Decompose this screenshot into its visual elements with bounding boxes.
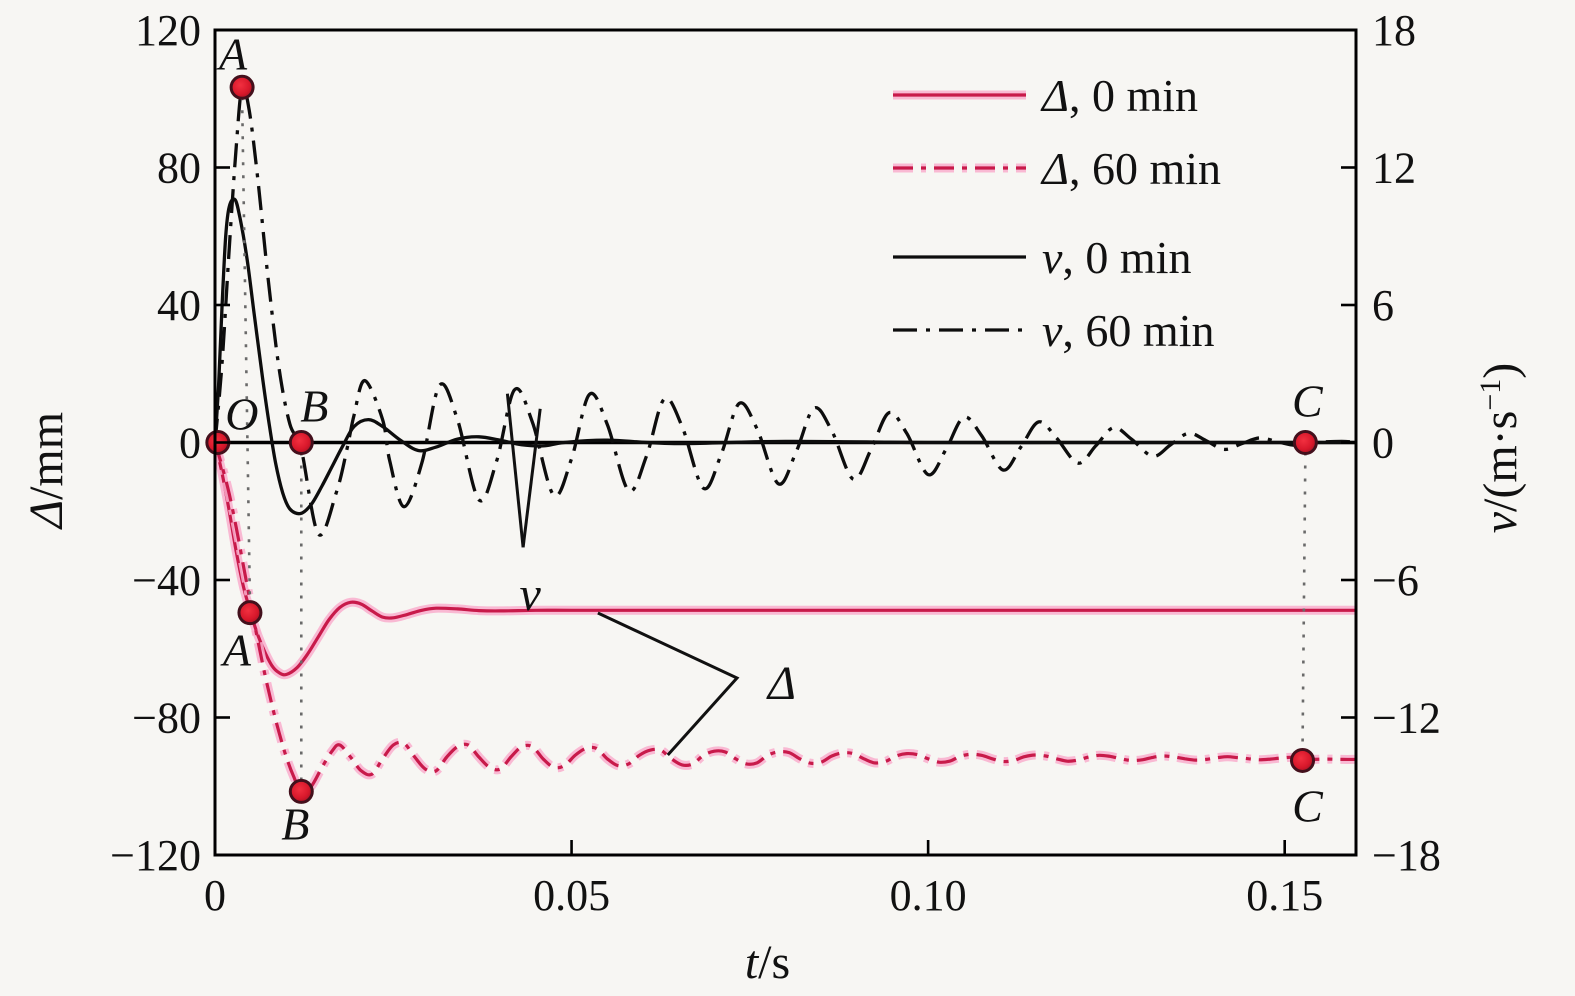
series-delta_60min [213, 442, 1357, 794]
left-tick-label--120-part: −120 [110, 831, 201, 880]
y-right-axis-title-part: ) [1474, 363, 1527, 379]
key-point-a-0 [229, 74, 255, 100]
legend-label-delta_60min-part: , 60 min [1069, 143, 1221, 194]
right-tick-label-18: 18 [1372, 6, 1416, 55]
series-v_60min [213, 84, 1357, 537]
key-point-label-c-6: C [1292, 780, 1324, 831]
right-tick-label-12: 12 [1372, 144, 1416, 193]
key-point-label-a-0: A [216, 28, 248, 79]
left-tick-label-40: 40 [157, 281, 201, 330]
x-tick-label-0.05-part: 0.05 [533, 871, 610, 920]
key-point-c-6 [1290, 747, 1316, 773]
callout-label-delta-part: Δ [766, 657, 796, 710]
y-left-axis-title-part: /mm [20, 412, 73, 500]
key-point-label-a-0-part: A [216, 28, 248, 79]
y-left-axis-title-part: Δ [20, 500, 73, 530]
callout-leader-v-1 [521, 408, 542, 548]
left-tick-label-0: 0 [179, 419, 201, 468]
callout-leader-v-0 [505, 393, 525, 548]
right-tick-label--6-part: −6 [1372, 556, 1419, 605]
right-tick-label-6-part: 6 [1372, 281, 1394, 330]
right-tick-label--6: −6 [1372, 556, 1419, 605]
right-tick-label--12: −12 [1372, 694, 1441, 743]
x-tick-label-0.1: 0.10 [890, 871, 967, 920]
legend-label-delta_60min-part: Δ [1040, 143, 1069, 194]
series-delta_0min [213, 442, 1356, 677]
callout-leader-Δ-0 [597, 611, 740, 757]
left-tick-label-120: 120 [135, 6, 201, 55]
left-tick-label-120-part: 120 [135, 6, 201, 55]
key-point-label-o-1-part: O [225, 389, 258, 440]
callout-label-v: v [520, 568, 542, 621]
x-axis-title-part: t [745, 936, 760, 989]
right-tick-label-0: 0 [1372, 419, 1394, 468]
key-point-c-3 [1292, 430, 1318, 455]
key-point-label-b-2: B [300, 381, 328, 432]
x-tick-label-0.1-part: 0.10 [890, 871, 967, 920]
y-right-axis-title: v/(m·s−1) [1474, 363, 1528, 534]
key-point-b-5 [288, 778, 314, 804]
legend-label-delta_60min: Δ, 60 min [1040, 143, 1221, 194]
key-point-label-b-2-part: B [300, 381, 328, 432]
connector-dotted-line-2 [1301, 452, 1307, 751]
key-point-label-c-6-part: C [1292, 780, 1324, 831]
left-tick-label--80-part: −80 [132, 694, 201, 743]
legend-label-v_60min: v, 60 min [1042, 305, 1214, 356]
key-point-label-b-5-part: B [281, 798, 309, 849]
left-tick-label--120: −120 [110, 831, 201, 880]
x-tick-label-0.15-part: 0.15 [1246, 871, 1323, 920]
callout-label-v-part: v [520, 568, 542, 621]
right-tick-label--18: −18 [1372, 831, 1441, 880]
right-tick-label--12-part: −12 [1372, 694, 1441, 743]
left-tick-label--40-part: −40 [132, 556, 201, 605]
left-tick-label-0-part: 0 [179, 419, 201, 468]
right-tick-label--18-part: −18 [1372, 831, 1441, 880]
key-point-label-a-4: A [220, 625, 252, 676]
key-point-label-c-3-part: C [1292, 376, 1324, 427]
x-tick-label-0.15: 0.15 [1246, 871, 1323, 920]
x-tick-label-0-part: 0 [204, 871, 226, 920]
x-tick-label-0.05: 0.05 [533, 871, 610, 920]
x-axis-title-part: /s [758, 936, 790, 989]
y-left-axis-title: Δ/mm [20, 412, 73, 530]
key-point-label-o-1: O [225, 389, 258, 440]
right-tick-label-18-part: 18 [1372, 6, 1416, 55]
key-point-label-c-3: C [1292, 376, 1324, 427]
key-point-a-4 [237, 600, 263, 626]
right-tick-label-12-part: 12 [1372, 144, 1416, 193]
left-tick-label-80: 80 [157, 144, 201, 193]
y-right-axis-title-part: /(m·s [1474, 411, 1527, 512]
left-tick-label-40-part: 40 [157, 281, 201, 330]
y-right-axis-title-part: v [1474, 511, 1527, 533]
legend-label-delta_0min: Δ, 0 min [1040, 70, 1198, 121]
legend-label-v_60min-part: , 60 min [1062, 305, 1214, 356]
legend-label-delta_0min-part: , 0 min [1069, 70, 1198, 121]
callout-label-delta: Δ [766, 657, 796, 710]
legend-label-v_0min-part: , 0 min [1062, 232, 1191, 283]
left-tick-label--40: −40 [132, 556, 201, 605]
key-point-b-2 [288, 430, 314, 455]
left-tick-label-80-part: 80 [157, 144, 201, 193]
series-v_0min [213, 197, 1356, 516]
legend-label-v_60min-part: v [1042, 305, 1063, 356]
right-tick-label-0-part: 0 [1372, 419, 1394, 468]
legend-label-v_0min: v, 0 min [1042, 232, 1191, 283]
x-axis-title: t/s [745, 936, 790, 989]
legend-label-v_0min-part: v [1042, 232, 1063, 283]
x-tick-label-0: 0 [204, 871, 226, 920]
y-right-axis-title-part: −1 [1474, 379, 1507, 411]
right-tick-label-6: 6 [1372, 281, 1394, 330]
left-tick-label--80: −80 [132, 694, 201, 743]
legend-label-delta_0min-part: Δ [1040, 70, 1069, 121]
key-point-label-a-4-part: A [220, 625, 252, 676]
key-point-label-b-5: B [281, 798, 309, 849]
